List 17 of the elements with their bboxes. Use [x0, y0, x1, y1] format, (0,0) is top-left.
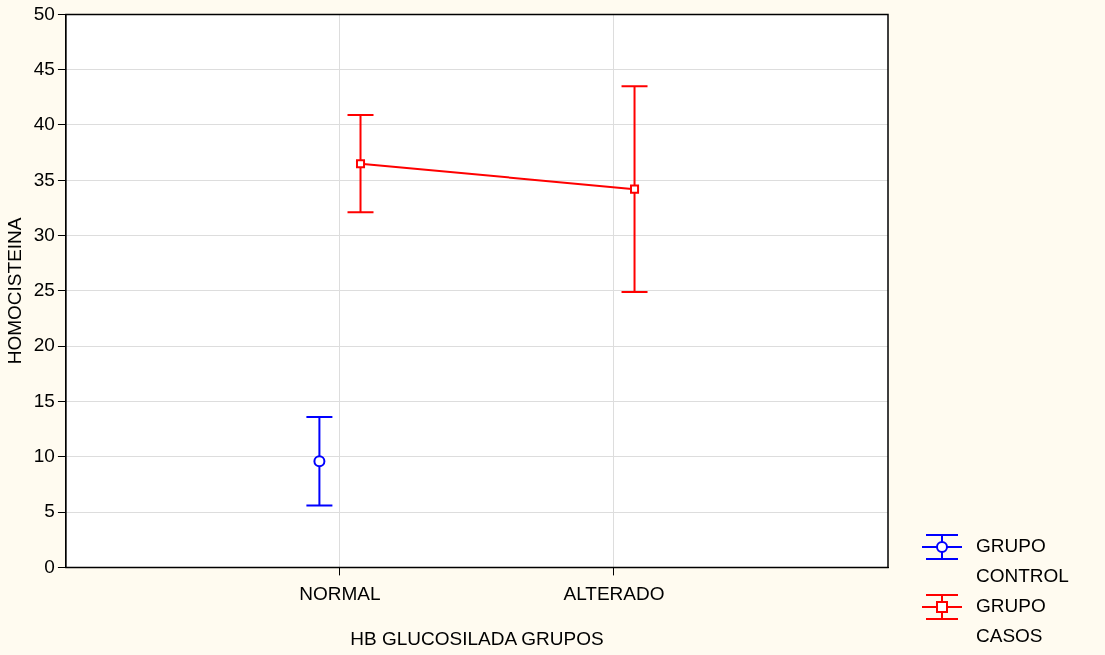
y-tick-label: 5: [44, 500, 55, 522]
y-tick-label: 40: [33, 113, 55, 135]
x-tick-label: ALTERADO: [563, 583, 665, 605]
y-tick-label: 15: [33, 389, 55, 411]
y-tick-label: 45: [33, 57, 55, 79]
y-tick-label: 25: [33, 279, 55, 301]
y-tick-label: 0: [44, 555, 55, 577]
y-tick-label: 30: [33, 223, 55, 245]
x-tick-label: NORMAL: [299, 583, 381, 605]
y-axis-title: HOMOCISTEINA: [3, 217, 25, 365]
legend-label: GRUPO CONTROL: [976, 534, 1070, 588]
legend-label: GRUPO CASOS: [976, 594, 1047, 648]
y-tick-label: 10: [33, 445, 55, 467]
y-tick-label: 50: [33, 2, 55, 24]
x-axis-title: HB GLUCOSILADA GRUPOS: [350, 627, 604, 649]
y-tick-label: 20: [33, 334, 55, 356]
y-tick-label: 35: [33, 168, 55, 190]
